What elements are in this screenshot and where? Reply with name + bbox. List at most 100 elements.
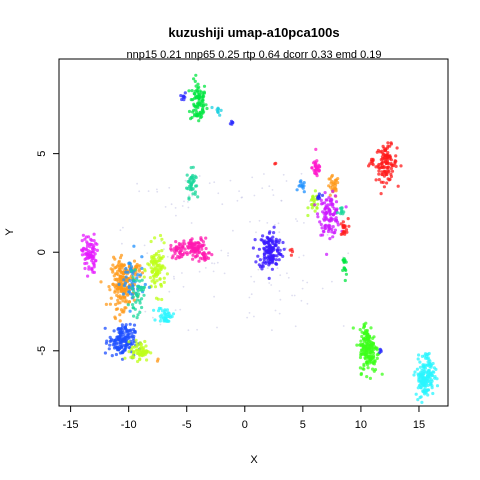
data-point xyxy=(333,181,337,185)
data-point xyxy=(158,259,162,263)
data-point xyxy=(133,273,137,277)
y-tick-label: 5 xyxy=(36,151,48,157)
data-point xyxy=(190,249,194,253)
data-point xyxy=(313,161,317,166)
data-point xyxy=(144,344,148,348)
data-point xyxy=(180,248,184,252)
data-point xyxy=(375,150,379,154)
data-point xyxy=(330,175,334,179)
data-point xyxy=(162,241,166,245)
data-point xyxy=(185,252,189,256)
cluster-14 xyxy=(339,217,351,236)
data-point xyxy=(197,119,201,123)
data-point xyxy=(382,152,386,157)
data-point xyxy=(313,164,317,168)
cluster-15 xyxy=(335,206,346,216)
data-point xyxy=(362,364,366,368)
data-point xyxy=(120,345,124,349)
data-point xyxy=(321,229,325,233)
data-point xyxy=(86,235,91,239)
data-point xyxy=(379,192,383,196)
data-point xyxy=(153,285,158,289)
data-point xyxy=(389,166,393,171)
data-point-diffuse xyxy=(272,194,275,197)
data-point xyxy=(153,273,157,277)
data-point xyxy=(345,230,349,234)
data-point xyxy=(201,98,205,102)
data-point xyxy=(90,238,94,242)
data-point xyxy=(165,272,169,276)
data-point-diffuse xyxy=(295,218,297,220)
data-point xyxy=(317,164,321,168)
data-point xyxy=(378,350,382,355)
data-point xyxy=(335,218,339,222)
data-point xyxy=(138,279,142,283)
data-point xyxy=(324,204,328,208)
x-tick-label: 15 xyxy=(413,419,425,431)
data-point xyxy=(389,162,393,166)
data-point xyxy=(289,253,293,257)
data-point-diffuse xyxy=(156,188,158,191)
data-point xyxy=(380,172,384,177)
data-point xyxy=(269,247,273,252)
cluster-28 xyxy=(152,306,176,323)
data-point xyxy=(136,313,140,317)
cluster-0 xyxy=(187,73,209,123)
data-point-diffuse xyxy=(293,294,296,297)
data-point xyxy=(377,178,381,182)
data-point xyxy=(130,286,134,290)
data-point xyxy=(375,356,379,360)
data-point-diffuse xyxy=(168,290,171,293)
data-point xyxy=(359,339,363,343)
data-point xyxy=(205,106,209,111)
data-point xyxy=(190,115,194,120)
data-point xyxy=(329,216,333,220)
data-point xyxy=(135,284,140,288)
data-point xyxy=(123,295,127,299)
data-point xyxy=(371,341,375,345)
data-point xyxy=(420,400,424,404)
data-point xyxy=(84,248,88,252)
data-point-diffuse xyxy=(257,268,260,271)
cluster-13 xyxy=(313,189,348,256)
data-point xyxy=(269,251,273,256)
data-point xyxy=(216,107,220,111)
data-point xyxy=(183,247,187,251)
data-point xyxy=(128,322,132,326)
data-point xyxy=(138,352,143,357)
data-point-diffuse xyxy=(119,229,122,232)
data-point-diffuse xyxy=(229,179,232,182)
y-tick-label: -5 xyxy=(36,346,48,356)
data-point xyxy=(274,243,278,247)
data-point xyxy=(298,180,302,184)
data-point xyxy=(314,147,318,151)
data-point xyxy=(419,386,423,390)
data-point xyxy=(131,295,135,299)
data-point xyxy=(363,347,367,351)
data-point-diffuse xyxy=(246,316,249,319)
data-point xyxy=(254,260,258,264)
data-point xyxy=(396,184,400,188)
data-point xyxy=(399,164,403,168)
data-point xyxy=(433,376,437,380)
data-point xyxy=(169,247,173,251)
data-point xyxy=(315,174,319,178)
data-point-diffuse xyxy=(342,325,345,327)
data-point xyxy=(369,344,373,348)
data-point xyxy=(165,308,169,312)
data-point xyxy=(174,240,178,244)
data-point xyxy=(371,361,375,365)
data-point xyxy=(327,184,331,188)
cluster-7 xyxy=(273,161,278,166)
data-point xyxy=(333,194,337,198)
data-point xyxy=(382,149,386,153)
data-point-diffuse xyxy=(248,312,251,314)
data-point-diffuse xyxy=(258,219,261,222)
data-point-diffuse xyxy=(122,226,124,229)
data-point xyxy=(131,284,135,288)
data-point xyxy=(124,267,128,271)
data-point xyxy=(174,257,178,261)
data-point xyxy=(325,198,329,202)
data-point xyxy=(382,185,386,189)
x-axis: -15 -10 -5 0 5 10 15 xyxy=(63,405,425,431)
